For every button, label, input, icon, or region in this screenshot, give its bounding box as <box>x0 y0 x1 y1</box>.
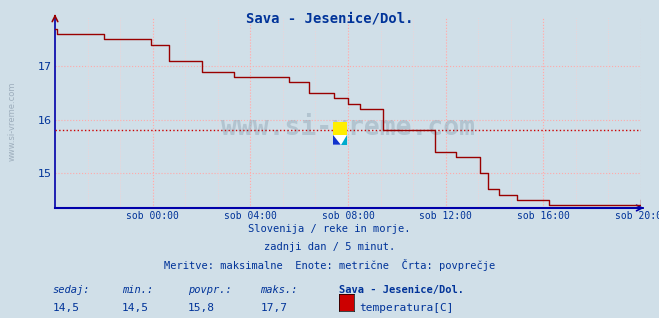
Text: sedaj:: sedaj: <box>53 285 90 294</box>
Text: zadnji dan / 5 minut.: zadnji dan / 5 minut. <box>264 242 395 252</box>
Text: 14,5: 14,5 <box>122 303 149 313</box>
Text: 15,8: 15,8 <box>188 303 215 313</box>
Text: 17,7: 17,7 <box>260 303 287 313</box>
Text: maks.:: maks.: <box>260 285 298 294</box>
Polygon shape <box>333 135 341 145</box>
Text: Sava - Jesenice/Dol.: Sava - Jesenice/Dol. <box>246 11 413 25</box>
Bar <box>333 122 347 135</box>
Polygon shape <box>341 135 347 145</box>
Text: Slovenija / reke in morje.: Slovenija / reke in morje. <box>248 224 411 234</box>
Text: temperatura[C]: temperatura[C] <box>359 303 453 313</box>
Text: Meritve: maksimalne  Enote: metrične  Črta: povprečje: Meritve: maksimalne Enote: metrične Črta… <box>164 259 495 271</box>
Text: Sava - Jesenice/Dol.: Sava - Jesenice/Dol. <box>339 285 465 294</box>
Text: 14,5: 14,5 <box>53 303 80 313</box>
Text: povpr.:: povpr.: <box>188 285 231 294</box>
Text: www.si-vreme.com: www.si-vreme.com <box>221 115 475 141</box>
Text: min.:: min.: <box>122 285 153 294</box>
Text: www.si-vreme.com: www.si-vreme.com <box>8 81 17 161</box>
